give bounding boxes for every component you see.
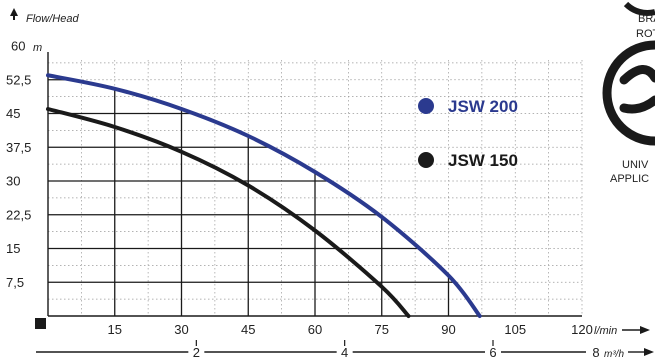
x-tick-label: 120 [571, 322, 593, 337]
y-tick-label: 30 [6, 174, 20, 189]
x-tick-label: 45 [241, 322, 255, 337]
y-tick-label: 45 [6, 106, 20, 121]
grid [48, 60, 583, 316]
secondary-axis-gap [188, 346, 205, 358]
x-axis-unit: l/min [594, 325, 617, 337]
legend-marker-jsw200 [418, 98, 434, 114]
secondary-axis-gap [336, 346, 353, 358]
y-tick-label: 15 [6, 241, 20, 256]
series [46, 73, 482, 318]
x-tick-label: 105 [504, 322, 526, 337]
origin-marker [35, 318, 46, 329]
axes [10, 8, 654, 358]
secondary-axis-gap [485, 346, 501, 358]
series-line-jsw150 [46, 107, 411, 318]
side-label-univ: UNIV [622, 159, 649, 171]
y-axis-unit: m [33, 42, 42, 54]
secondary-axis-tick-label: 2 [193, 345, 200, 360]
secondary-axis-arrow [644, 348, 654, 356]
side-label-bra: BRA [638, 13, 655, 25]
brand-rotation-icon [623, 1, 655, 16]
side-label-rot: ROT [636, 28, 655, 40]
series-line-jsw200 [46, 73, 482, 318]
secondary-axis-tick-label: 8 [592, 345, 599, 360]
y-tick-label: 22,5 [6, 207, 31, 222]
legend-marker-jsw150 [418, 152, 434, 168]
x-tick-label: 30 [174, 322, 188, 337]
secondary-axis-unit: m³/h [604, 349, 624, 360]
legend-label-jsw150: JSW 150 [448, 151, 518, 170]
x-tick-label: 15 [108, 322, 122, 337]
y-axis-title: Flow/Head [26, 13, 79, 25]
y-tick-label: 7,5 [6, 275, 24, 290]
tick-labels: 7,5 15 22,5 30 37,5 45 52,5 60 15 30 45 60 75 90 105 12… [6, 39, 624, 360]
x-axis-arrow [640, 326, 650, 334]
x-tick-label: 60 [308, 322, 322, 337]
x-tick-label: 75 [375, 322, 389, 337]
y-tick-label: 37,5 [6, 140, 31, 155]
legend: JSW 200 JSW 150 [418, 97, 518, 170]
y-axis-arrow [10, 8, 18, 16]
secondary-axis-tick-label: 6 [489, 345, 496, 360]
y-tick-label: 60 [11, 39, 25, 54]
side-label-applic: APPLIC [610, 173, 649, 185]
secondary-axis-tick-label: 4 [341, 345, 348, 360]
legend-label-jsw200: JSW 200 [448, 97, 518, 116]
x-tick-label: 90 [441, 322, 455, 337]
universal-application-icon [602, 40, 655, 146]
y-tick-label: 52,5 [6, 72, 31, 87]
